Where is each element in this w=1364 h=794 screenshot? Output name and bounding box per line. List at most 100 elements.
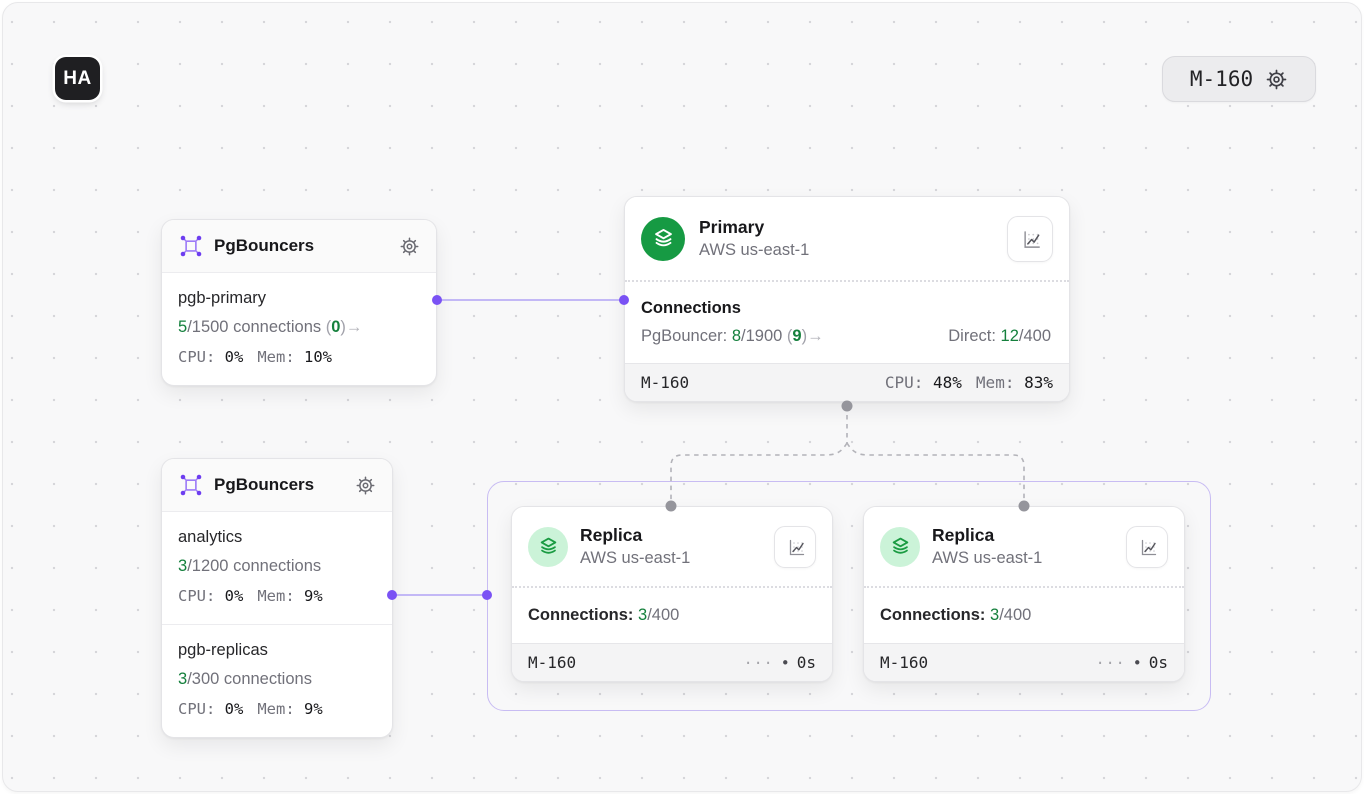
chart-icon bbox=[1017, 226, 1043, 252]
lag-value: 0s bbox=[796, 653, 816, 672]
connections-label: Connections: bbox=[880, 606, 990, 624]
connections-sep: / bbox=[187, 557, 192, 575]
ha-badge[interactable]: HA bbox=[55, 57, 100, 100]
sep: / bbox=[647, 606, 652, 624]
pgbouncers-top-settings-button[interactable] bbox=[399, 236, 420, 257]
replica-title: Replica bbox=[932, 525, 995, 545]
pool-name: analytics bbox=[178, 528, 243, 546]
pool-metrics: CPU: 0% Mem: 10% bbox=[178, 342, 420, 372]
paren: ( bbox=[325, 318, 332, 336]
replica-footer: M-160 ··· • 0s bbox=[512, 643, 832, 681]
pgbouncer-connections: PgBouncer: 8/1900 (9)→ bbox=[641, 322, 824, 351]
paren: ) bbox=[801, 327, 808, 345]
replica-connections-row: Connections: 3/400 bbox=[528, 606, 679, 624]
connections-max: 400 bbox=[651, 606, 680, 624]
instance-size-button[interactable]: M-160 bbox=[1162, 56, 1316, 102]
primary-region: AWS us-east-1 bbox=[699, 241, 810, 259]
direct-connections: Direct: 12/400 bbox=[948, 322, 1051, 351]
direct-label: Direct: bbox=[948, 327, 1001, 345]
connections-max: 300 bbox=[191, 670, 220, 688]
mem-value: 9% bbox=[304, 587, 323, 605]
mem-value: 10% bbox=[304, 348, 333, 366]
cpu-label: CPU: bbox=[884, 373, 934, 392]
pool-connections: 3/1200 connections bbox=[178, 552, 376, 581]
arrow-icon: → bbox=[345, 318, 363, 336]
replica-title: Replica bbox=[580, 525, 643, 545]
lag-bullet-icon: • bbox=[1132, 653, 1142, 672]
connections-current: 3 bbox=[638, 606, 648, 624]
replica-header: Replica AWS us-east-1 bbox=[512, 507, 832, 588]
lag-dots-icon: ··· bbox=[743, 653, 774, 672]
chart-icon bbox=[1135, 535, 1159, 559]
cpu-value: 0% bbox=[224, 348, 244, 366]
mem-label: Mem: bbox=[975, 373, 1025, 392]
connections-current: 3 bbox=[178, 557, 188, 575]
database-icon bbox=[528, 526, 568, 567]
waiting-count: 0 bbox=[331, 318, 341, 336]
replica-card-1[interactable]: Replica AWS us-east-1 Connections: 3/400… bbox=[511, 506, 833, 682]
replica-metrics-button[interactable] bbox=[1126, 525, 1168, 568]
replica-connections-section: Connections: 3/400 bbox=[864, 588, 1184, 643]
replica-metrics-button[interactable] bbox=[774, 525, 816, 568]
instance-size-label: M-160 bbox=[1189, 67, 1254, 91]
cpu-value: 0% bbox=[224, 700, 244, 718]
sep: / bbox=[1018, 327, 1024, 345]
primary-footer-metrics: CPU: 48% Mem: 83% bbox=[885, 373, 1053, 392]
connections-current: 5 bbox=[178, 318, 188, 336]
pool-name: pgb-primary bbox=[178, 289, 267, 307]
connections-max: 1200 bbox=[191, 557, 229, 575]
replica-connections-row: Connections: 3/400 bbox=[880, 606, 1031, 624]
connections-heading: Connections bbox=[641, 299, 741, 317]
pool-connections: 3/300 connections bbox=[178, 665, 376, 694]
pool-connections: 5/1500 connections (0)→ bbox=[178, 313, 420, 342]
cpu-label: CPU: bbox=[178, 348, 216, 366]
sep: / bbox=[741, 327, 746, 345]
replica-card-2[interactable]: Replica AWS us-east-1 Connections: 3/400… bbox=[863, 506, 1185, 682]
connections-unit: connections bbox=[219, 670, 312, 688]
mem-label: Mem: bbox=[257, 587, 295, 605]
connections-label: Connections: bbox=[528, 606, 638, 624]
ha-badge-label: HA bbox=[63, 67, 92, 89]
replica-connections-section: Connections: 3/400 bbox=[512, 588, 832, 643]
cpu-label: CPU: bbox=[178, 700, 216, 718]
gear-icon bbox=[1265, 68, 1288, 91]
pool-pgb-primary: pgb-primary 5/1500 connections (0)→ CPU:… bbox=[162, 273, 436, 385]
primary-card[interactable]: Primary AWS us-east-1 Connections PgBoun… bbox=[624, 196, 1070, 402]
database-icon bbox=[641, 216, 685, 261]
gear-icon bbox=[355, 475, 376, 496]
cpu-value: 0% bbox=[224, 587, 244, 605]
anchor-dot bbox=[841, 400, 853, 412]
connections-max: 1500 bbox=[191, 318, 229, 336]
cpu-label: CPU: bbox=[178, 587, 216, 605]
lag-value: 0s bbox=[1148, 653, 1168, 672]
pgbouncer-icon bbox=[178, 472, 204, 498]
replica-instance-size: M-160 bbox=[880, 653, 929, 672]
pgbouncers-bottom-card[interactable]: PgBouncers analytics 3/1200 connections … bbox=[161, 458, 393, 738]
connections-max: 400 bbox=[1003, 606, 1032, 624]
pool-analytics: analytics 3/1200 connections CPU: 0% Mem:… bbox=[162, 512, 392, 624]
mem-value: 9% bbox=[304, 700, 323, 718]
replica-instance-size: M-160 bbox=[528, 653, 577, 672]
replica-header-text: Replica AWS us-east-1 bbox=[932, 523, 1042, 570]
pgbouncers-top-card[interactable]: PgBouncers pgb-primary 5/1500 connection… bbox=[161, 219, 437, 386]
paren: ) bbox=[340, 318, 346, 336]
cpu-value: 48% bbox=[933, 373, 962, 392]
replica-footer: M-160 ··· • 0s bbox=[864, 643, 1184, 681]
arrow-icon: → bbox=[807, 327, 824, 345]
connections-sep: / bbox=[187, 318, 192, 336]
primary-title: Primary bbox=[699, 217, 765, 237]
database-icon bbox=[880, 526, 920, 567]
pool-metrics: CPU: 0% Mem: 9% bbox=[178, 694, 376, 724]
pool-name: pgb-replicas bbox=[178, 641, 268, 659]
connections-sep: / bbox=[187, 670, 192, 688]
pgbouncers-bottom-settings-button[interactable] bbox=[355, 475, 376, 496]
mem-label: Mem: bbox=[257, 700, 295, 718]
primary-metrics-button[interactable] bbox=[1007, 215, 1053, 262]
lag-bullet-icon: • bbox=[780, 653, 790, 672]
primary-connections-row: PgBouncer: 8/1900 (9)→ Direct: 12/400 bbox=[641, 322, 1053, 351]
chart-icon bbox=[783, 535, 807, 559]
pgbouncer-max: 1900 bbox=[745, 327, 787, 345]
pgbouncers-top-title: PgBouncers bbox=[214, 236, 315, 255]
pgbouncers-top-header: PgBouncers bbox=[162, 220, 436, 273]
